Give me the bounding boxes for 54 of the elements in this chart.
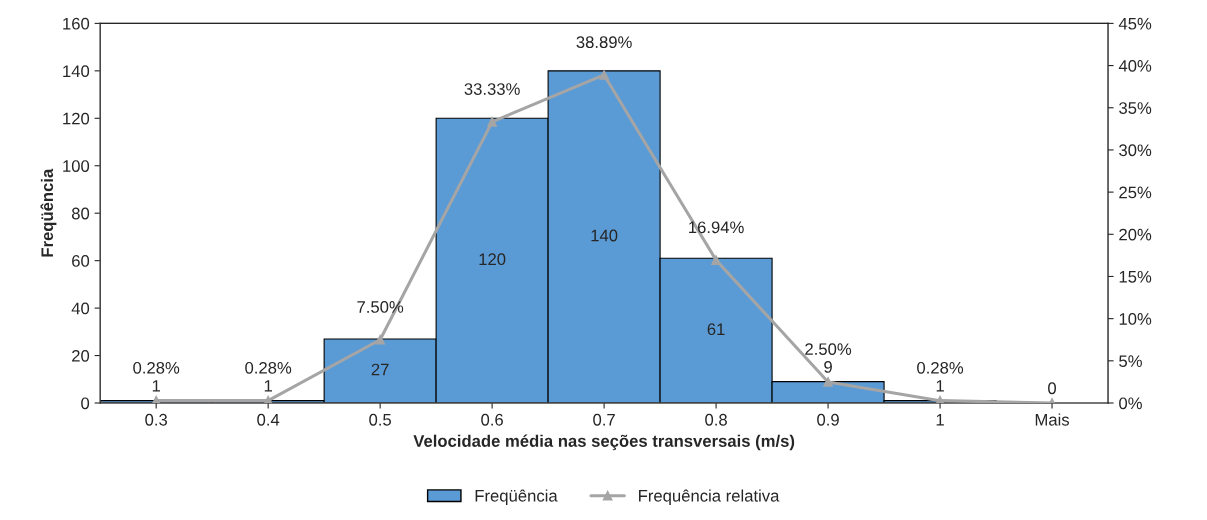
y-tick-label: 80 — [71, 207, 90, 220]
x-tick-label: 0.6 — [481, 413, 503, 426]
x-axis-title: Velocidade média nas seções transversais (m/s) — [413, 434, 795, 451]
y-tick-label: 0 — [81, 397, 90, 410]
y-tick-label: 100 — [63, 160, 90, 172]
data-label: 0.28% — [917, 361, 964, 374]
data-label: 7.50% — [357, 301, 404, 313]
data-label: 120 — [479, 253, 506, 266]
data-label: 33.33% — [464, 83, 520, 95]
data-label: 140 — [591, 229, 618, 242]
data-label: 1 — [936, 380, 944, 392]
y2-tick-label: 5% — [1119, 355, 1142, 368]
y2-tick-label: 40% — [1118, 59, 1152, 72]
y-tick-label: 120 — [63, 112, 90, 125]
data-label: 16.94% — [689, 221, 744, 234]
x-tick-label: 0.8 — [705, 413, 727, 426]
y2-tick-label: 30% — [1119, 144, 1152, 157]
y-axis-title: Freqüência — [40, 168, 57, 257]
data-label: 9 — [824, 361, 832, 373]
y2-tick-label: 15% — [1119, 270, 1152, 283]
y-tick-label: 40 — [71, 302, 90, 315]
data-label: 38.89% — [576, 36, 632, 49]
legend-label: Frequência relativa — [639, 489, 780, 505]
x-tick-label: 1 — [936, 414, 944, 426]
point — [711, 255, 721, 265]
y-tick-label: 160 — [63, 17, 90, 30]
x-tick-label: 0.5 — [369, 413, 392, 426]
point — [823, 377, 833, 387]
y2-tick-label: 10% — [1119, 313, 1152, 325]
data-label: 0 — [1048, 382, 1057, 395]
point — [375, 334, 385, 345]
x-tick-label: 0.7 — [593, 413, 615, 426]
y2-tick-label: 0% — [1119, 397, 1142, 410]
y2-tick-label: 20% — [1119, 228, 1152, 241]
point — [487, 116, 497, 127]
x-tick-label: 0.3 — [145, 413, 168, 426]
y-tick-label: 60 — [72, 255, 90, 267]
data-label: 61 — [707, 323, 725, 336]
x-tick-label: Mais — [1035, 413, 1070, 426]
data-label: 1 — [264, 380, 272, 392]
data-label: 1 — [152, 380, 160, 392]
y-tick-label: 20 — [72, 349, 90, 362]
point — [599, 70, 609, 80]
x-tick-label: 0.4 — [257, 413, 280, 426]
y2-tick-label: 45% — [1118, 17, 1152, 30]
y2-tick-label: 35% — [1119, 102, 1152, 114]
x-tick-label: 0.9 — [817, 413, 839, 426]
legend-label: Freqüência — [475, 489, 558, 505]
data-label: 27 — [371, 363, 389, 376]
y-tick-label: 140 — [63, 65, 90, 78]
data-label: 0.28% — [245, 361, 292, 374]
data-label: 0.28% — [133, 361, 180, 374]
y2-tick-label: 25% — [1119, 186, 1152, 199]
data-label: 2.50% — [805, 343, 852, 356]
